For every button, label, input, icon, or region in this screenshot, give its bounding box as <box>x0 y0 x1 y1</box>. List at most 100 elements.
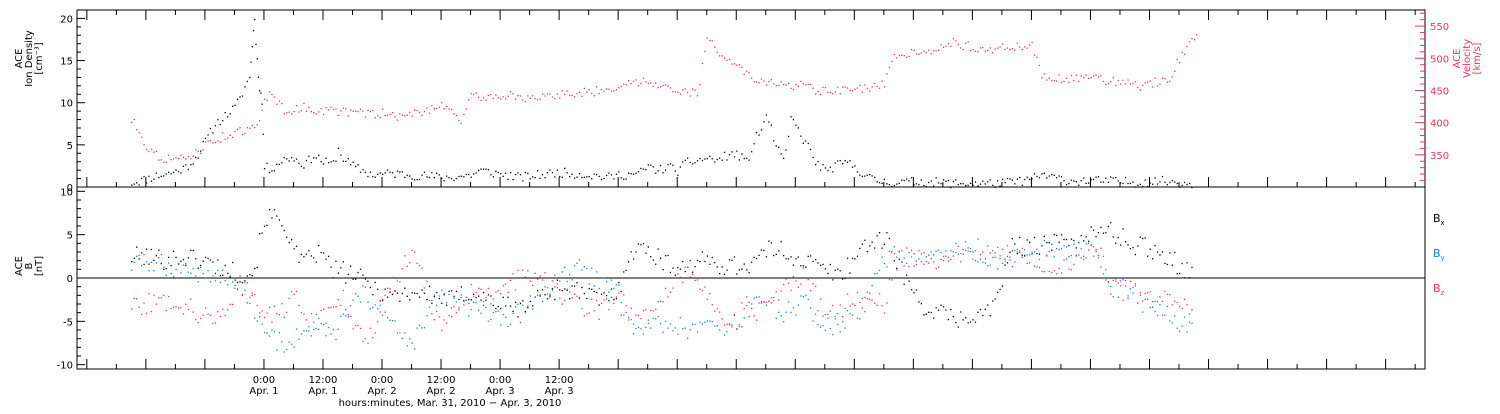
bfield-point-bz <box>908 266 910 268</box>
bfield-point-bz <box>891 279 893 281</box>
bfield-point-bx <box>805 266 807 269</box>
density-point <box>359 171 362 173</box>
bfield-point-bx <box>158 249 160 251</box>
bfield-point-bz <box>1154 300 1156 303</box>
bfield-point-bz <box>994 256 996 258</box>
density-point <box>942 179 945 181</box>
velocity-point <box>1166 81 1168 83</box>
density-point <box>851 166 854 168</box>
bfield-point-bx <box>192 249 194 252</box>
bfield-point-by <box>1188 321 1191 323</box>
bfield-point-bz <box>561 303 563 305</box>
bfield-point-by <box>1019 250 1021 252</box>
bfield-point-bz <box>878 293 881 295</box>
bfield-point-by <box>172 276 175 278</box>
bfield-point-bz <box>495 291 497 293</box>
bfield-point-by <box>1112 296 1114 298</box>
velocity-point <box>819 94 822 96</box>
velocity-point <box>945 45 947 48</box>
bfield-point-by <box>778 311 780 313</box>
density-point <box>549 169 551 171</box>
bfield-point-bx <box>507 296 509 298</box>
bfield-point-bz <box>689 276 691 278</box>
density-point <box>158 176 160 179</box>
bfield-point-bz <box>957 245 959 247</box>
bfield-point-bz <box>775 291 777 293</box>
velocity-point <box>608 88 610 90</box>
density-point <box>1156 183 1159 185</box>
bfield-point-bz <box>1011 266 1013 268</box>
bfield-point-bx <box>992 300 994 302</box>
velocity-point <box>802 83 804 85</box>
density-point <box>300 165 303 168</box>
bfield-point-by <box>327 326 330 329</box>
velocity-point <box>514 98 517 100</box>
bfield-point-bx <box>382 299 384 302</box>
bfield-point-bz <box>551 280 554 282</box>
velocity-point <box>982 46 984 49</box>
bfield-point-by <box>401 337 403 340</box>
bfield-point-bz <box>716 308 718 310</box>
velocity-point <box>246 127 248 129</box>
bfield-point-by <box>431 299 433 301</box>
density-point <box>908 180 910 182</box>
bfield-point-bx <box>972 319 974 321</box>
velocity-point <box>957 43 959 45</box>
velocity-point <box>640 82 642 85</box>
density-point <box>642 168 645 170</box>
density-point <box>492 176 494 178</box>
bfield-point-by <box>969 247 972 250</box>
density-point <box>819 169 822 171</box>
bfield-point-bx <box>1083 240 1085 242</box>
density-point <box>352 161 354 163</box>
bfield-point-bz <box>755 319 758 321</box>
bfield-point-bz <box>876 304 878 306</box>
bfield-point-bz <box>406 265 408 267</box>
bfield-point-bz <box>997 246 999 249</box>
density-point <box>180 172 182 174</box>
bfield-point-bz <box>1019 251 1021 253</box>
bfield-point-bz <box>342 289 344 292</box>
density-point <box>677 174 679 176</box>
bfield-point-bz <box>254 294 256 296</box>
bfield-point-bx <box>374 281 376 284</box>
bfield-point-bx <box>645 252 647 254</box>
bfield-point-by <box>1117 296 1119 298</box>
density-point <box>291 157 293 159</box>
density-point <box>817 160 819 163</box>
bfield-point-bx <box>660 257 662 259</box>
density-point <box>785 149 787 151</box>
velocity-point <box>468 99 470 101</box>
density-point <box>930 180 932 182</box>
velocity-point <box>1176 58 1178 61</box>
density-point <box>537 170 539 172</box>
density-point <box>573 177 576 179</box>
bfield-point-by <box>672 330 674 332</box>
bfield-point-bz <box>596 299 598 302</box>
bfield-point-bx <box>716 266 718 268</box>
bfield-point-bz <box>396 280 399 282</box>
bfield-point-by <box>212 275 214 277</box>
density-point <box>775 145 777 147</box>
density-point <box>1186 183 1188 186</box>
density-point <box>704 158 706 160</box>
velocity-point <box>219 141 221 143</box>
bfield-point-bx <box>829 263 831 266</box>
bfield-point-by <box>719 329 721 331</box>
density-point <box>1090 179 1092 181</box>
bfield-point-by <box>881 256 883 258</box>
density-point <box>1065 184 1068 186</box>
density-point <box>519 174 522 176</box>
bfield-point-bx <box>940 304 942 306</box>
bfield-point-by <box>940 251 942 254</box>
velocity-point <box>281 102 283 105</box>
velocity-point <box>842 86 844 88</box>
bfield-point-bx <box>898 258 900 260</box>
bfield-point-bz <box>1056 273 1058 275</box>
bfield-point-by <box>711 321 713 323</box>
bfield-point-by <box>755 296 758 298</box>
density-point <box>726 159 728 161</box>
density-point <box>997 180 999 182</box>
density-point <box>1078 184 1080 186</box>
density-point <box>849 160 851 162</box>
